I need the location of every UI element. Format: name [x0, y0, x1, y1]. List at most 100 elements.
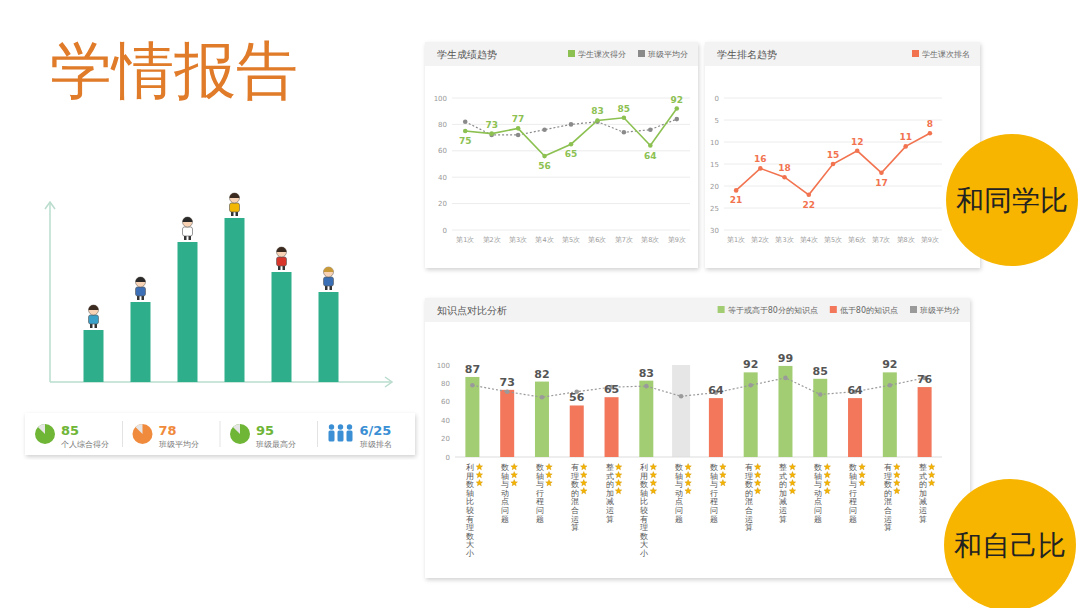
- legend-swatch: [718, 306, 725, 313]
- chart-title: 学生成绩趋势: [437, 49, 497, 60]
- y-tick-label: 80: [438, 121, 447, 129]
- series-line: [472, 378, 924, 397]
- x-tick-label: 第3次: [509, 236, 527, 244]
- point: [644, 384, 649, 389]
- point: [622, 130, 627, 135]
- line-chart-2: 学生排名趋势学生课次排名302520151050第1次第2次第3次第4次第5次第…: [705, 42, 980, 268]
- data-label: 99: [778, 352, 793, 365]
- badge-label: 和同学比: [956, 184, 1068, 217]
- y-tick-label: 30: [710, 227, 719, 235]
- highlight-band: [672, 365, 690, 457]
- y-tick-label: 20: [438, 200, 447, 208]
- x-tick-label: 第8次: [641, 236, 659, 244]
- badge-circle: [944, 479, 1076, 608]
- star: [615, 480, 622, 486]
- bar: [709, 398, 723, 457]
- star: [511, 472, 518, 478]
- star: [754, 464, 761, 470]
- data-label: 92: [743, 358, 758, 371]
- x-tick-label: 第2次: [483, 236, 501, 244]
- bar: [535, 382, 549, 457]
- legend-swatch: [830, 306, 837, 313]
- x-tick-label: 第5次: [562, 236, 580, 244]
- bar: [605, 397, 619, 457]
- data-label: 85: [618, 104, 631, 114]
- point: [679, 394, 684, 399]
- difficulty-stars: [650, 464, 657, 494]
- data-label: 75: [459, 136, 472, 146]
- star: [581, 488, 588, 494]
- x-tick-char: 题: [501, 515, 509, 524]
- data-label: 56: [538, 161, 551, 171]
- x-tick-label: 第1次: [727, 236, 745, 244]
- x-tick-label: 利用数轴比较有理数大小: [640, 463, 648, 558]
- x-tick-label: 第9次: [921, 236, 939, 244]
- data-label: 16: [754, 154, 767, 164]
- point: [674, 106, 679, 111]
- star: [581, 480, 588, 486]
- star: [476, 464, 482, 470]
- x-tick-label: 利用数轴比较有理数大小: [466, 463, 474, 558]
- difficulty-stars: [859, 464, 866, 486]
- point: [489, 131, 494, 136]
- star: [685, 464, 691, 470]
- point: [463, 119, 468, 124]
- difficulty-stars: [476, 464, 482, 486]
- x-tick-label: 第6次: [848, 236, 866, 244]
- point: [622, 116, 627, 121]
- x-tick-label: 数轴与行程问题: [710, 463, 718, 524]
- bar: [778, 366, 792, 457]
- panel-bg: [705, 42, 980, 268]
- star: [824, 488, 831, 494]
- difficulty-stars: [928, 464, 934, 486]
- data-label: 65: [565, 149, 578, 159]
- star: [824, 480, 831, 486]
- data-label: 77: [512, 114, 525, 124]
- person-body: [324, 277, 334, 286]
- point: [569, 122, 574, 127]
- star: [650, 488, 657, 494]
- data-label: 73: [500, 376, 515, 389]
- bar: [848, 398, 862, 457]
- data-label: 15: [827, 150, 840, 160]
- rank-icon-body: [338, 431, 344, 442]
- person-head: [89, 305, 99, 315]
- y-tick-label: 0: [715, 95, 719, 103]
- difficulty-stars: [615, 464, 622, 494]
- person-body: [89, 315, 99, 324]
- star: [615, 472, 622, 478]
- data-label: 21: [730, 195, 743, 205]
- star: [720, 480, 726, 486]
- data-label: 83: [639, 367, 654, 380]
- x-tick-label: 第9次: [668, 236, 686, 244]
- x-tick-char: 算: [606, 515, 614, 524]
- star: [650, 464, 657, 470]
- difficulty-stars: [894, 464, 901, 494]
- star: [720, 464, 726, 470]
- data-label: 85: [813, 365, 828, 378]
- grid-line: [452, 98, 690, 99]
- line-chart-1: 学生成绩趋势学生课次得分班级平均分020406080100第1次第2次第3次第4…: [425, 42, 698, 268]
- star: [511, 464, 518, 470]
- marks: [465, 366, 931, 457]
- legend: 等于或高于80分的知识点低于80的知识点班级平均分: [718, 306, 960, 315]
- point: [818, 392, 823, 397]
- point: [648, 127, 653, 132]
- bars: [84, 218, 339, 382]
- legend-label: 班级平均分: [920, 306, 960, 315]
- rank-icon-body: [347, 431, 353, 442]
- person-head: [136, 277, 146, 287]
- x-tick-label: 第4次: [800, 236, 818, 244]
- y-tick-label: 100: [434, 95, 447, 103]
- y-tick-label: 10: [710, 139, 719, 147]
- star: [511, 480, 518, 486]
- bar: [225, 218, 245, 382]
- x-tick-char: 题: [536, 515, 544, 524]
- person-head: [324, 267, 334, 277]
- series-line: [736, 133, 930, 195]
- score-icon: [133, 424, 153, 444]
- x-tick-char: 算: [745, 523, 753, 532]
- score-icon-gap: [38, 424, 45, 434]
- star: [650, 480, 657, 486]
- point: [569, 142, 574, 147]
